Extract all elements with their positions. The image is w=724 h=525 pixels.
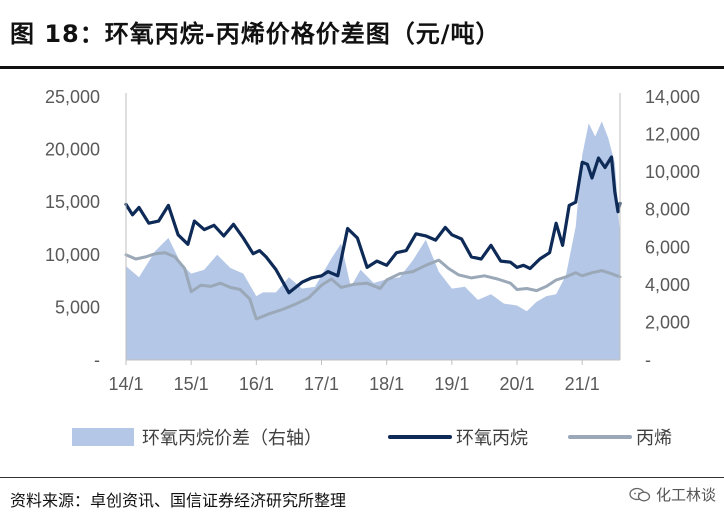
x-tick-label: 16/1 bbox=[239, 374, 274, 394]
watermark: 化工林谈 bbox=[629, 484, 716, 505]
y-left-tick-label: 5,000 bbox=[55, 297, 100, 317]
title-rule bbox=[0, 66, 724, 69]
y-right-tick-label: 6,000 bbox=[645, 237, 690, 257]
series-line-po bbox=[124, 155, 622, 295]
x-tick-label: 14/1 bbox=[108, 374, 143, 394]
legend-label: 环氧丙烷价差（右轴） bbox=[142, 428, 322, 448]
source-note: 资料来源：卓创资讯、国信证券经济研究所整理 bbox=[10, 491, 347, 510]
y-right-tick-label: 2,000 bbox=[645, 312, 690, 332]
y-left-tick-label: 20,000 bbox=[45, 140, 100, 160]
chat-bubbles-icon bbox=[629, 487, 651, 501]
chart: - 5,000 10,000 15,000 20,000 25,000 - 2,000 4,00… bbox=[45, 87, 700, 448]
y-right-tick-label: 10,000 bbox=[645, 162, 700, 182]
y-right-tick-label: 12,000 bbox=[645, 125, 700, 145]
x-tick-label: 20/1 bbox=[500, 374, 535, 394]
x-tick-label: 15/1 bbox=[174, 374, 209, 394]
x-tick-label: 21/1 bbox=[565, 374, 600, 394]
y-right-tick-label: 4,000 bbox=[645, 275, 690, 295]
y-right-tick-label: 8,000 bbox=[645, 200, 690, 220]
legend-item-propylene: 丙烯 bbox=[568, 428, 672, 448]
y-left-tick-label: - bbox=[94, 350, 100, 370]
x-tick-label: 17/1 bbox=[304, 374, 339, 394]
title-bar: 图 18：环氧丙烷-丙烯价格价差图（元/吨） bbox=[0, 0, 724, 66]
footer-rule bbox=[0, 477, 724, 478]
series-line-propylene bbox=[124, 251, 622, 321]
y-left-tick-label: 10,000 bbox=[45, 245, 100, 265]
y-right-tick-label: 14,000 bbox=[645, 87, 700, 107]
watermark-text: 化工林谈 bbox=[655, 486, 716, 504]
legend-swatch bbox=[72, 428, 134, 446]
series-area-spread bbox=[126, 121, 620, 361]
legend-item-spread: 环氧丙烷价差（右轴） bbox=[72, 428, 322, 448]
y-right-tick-label: - bbox=[645, 350, 651, 370]
legend-item-po: 环氧丙烷 bbox=[388, 428, 528, 448]
y-left-tick-label: 25,000 bbox=[45, 87, 100, 107]
x-tick-label: 19/1 bbox=[434, 374, 469, 394]
legend-label: 环氧丙烷 bbox=[456, 428, 528, 448]
page-title: 图 18：环氧丙烷-丙烯价格价差图（元/吨） bbox=[10, 20, 501, 48]
x-tick-label: 18/1 bbox=[369, 374, 404, 394]
y-left-tick-label: 15,000 bbox=[45, 192, 100, 212]
legend-label: 丙烯 bbox=[636, 428, 672, 448]
